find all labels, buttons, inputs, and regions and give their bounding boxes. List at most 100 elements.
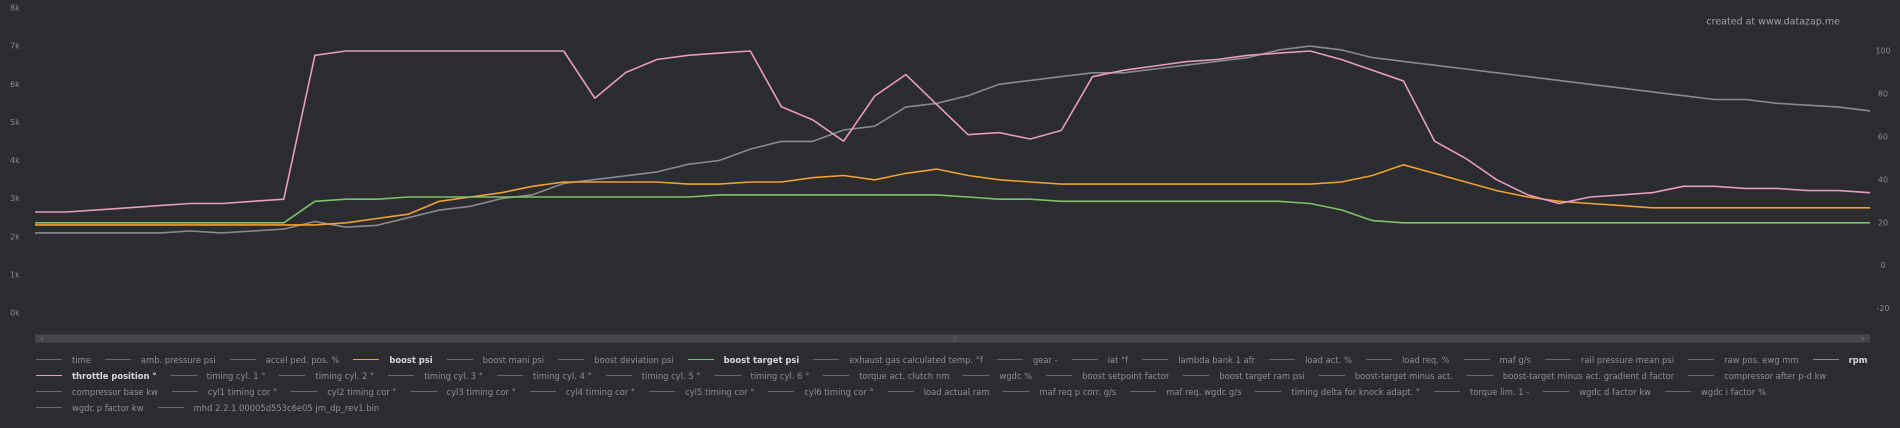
legend-swatch	[1812, 358, 1839, 361]
legend-item[interactable]: timing cyl. 6 °	[714, 370, 809, 381]
legend-swatch	[558, 358, 585, 361]
legend-label: wgdc p factor kw	[72, 402, 144, 413]
legend-label: boost-target minus act. gradient d facto…	[1502, 370, 1675, 381]
legend-item[interactable]: boost-target minus act.	[1318, 370, 1453, 381]
legend-item[interactable]: compressor after p-d kw	[1688, 370, 1826, 381]
y-tick-label: 3k	[10, 194, 20, 203]
legend-swatch	[963, 374, 990, 377]
legend-label: cyl5 timing cor °	[685, 386, 755, 397]
legend-swatch	[1544, 358, 1571, 361]
legend-swatch	[279, 374, 306, 377]
legend-item[interactable]: boost setpoint factor	[1046, 370, 1169, 381]
legend-swatch	[353, 358, 380, 361]
legend-item[interactable]: timing cyl. 4 °	[496, 370, 592, 381]
legend-item[interactable]: mhd 2.2.1 00005d553c6e05 jm_dp_rev1.bin	[157, 402, 380, 413]
legend-label: raw pos. ewg mm	[1724, 354, 1799, 365]
legend-item[interactable]: cyl4 timing cor °	[529, 386, 635, 397]
scroll-arrow-right[interactable]: ▸	[1862, 336, 1865, 343]
legend-item[interactable]: gear -	[996, 354, 1058, 365]
y-tick-label: 1k	[10, 270, 20, 279]
legend-swatch	[887, 390, 914, 393]
legend-swatch	[687, 358, 714, 361]
legend-swatch	[36, 374, 62, 377]
legend-swatch	[291, 390, 318, 393]
y2-tick-label: 80	[1878, 89, 1888, 98]
legend-label: cyl6 timing cor °	[804, 386, 874, 397]
legend-label: mhd 2.2.1 00005d553c6e05 jm_dp_rev1.bin	[193, 402, 380, 413]
legend-label: wgdc i factor %	[1700, 386, 1766, 397]
legend-item[interactable]: exhaust gas calculated temp. °f	[813, 354, 983, 365]
legend-item[interactable]: cyl1 timing cor °	[171, 386, 277, 397]
y-tick-label: 6k	[10, 80, 20, 89]
legend-item[interactable]: load req. %	[1365, 354, 1450, 365]
legend-item[interactable]: throttle position °	[36, 370, 157, 381]
legend-item[interactable]: boost psi	[353, 354, 433, 365]
legend-item[interactable]: time	[36, 354, 91, 365]
legend-item[interactable]: boost-target minus act. gradient d facto…	[1466, 370, 1675, 381]
legend-label: load act. %	[1305, 354, 1352, 365]
legend-item[interactable]: timing cyl. 1 °	[170, 370, 265, 381]
legend-swatch	[1130, 390, 1157, 393]
legend-item[interactable]: raw pos. ewg mm	[1688, 354, 1799, 365]
legend-swatch	[1071, 358, 1098, 361]
legend-item[interactable]: wgdc %	[963, 370, 1032, 381]
legend-item[interactable]: lambda bank 1 afr	[1142, 354, 1255, 365]
legend-swatch	[649, 390, 676, 393]
legend-item[interactable]: torque act. clutch nm	[823, 370, 949, 381]
legend-item[interactable]: torque lim. 1 -	[1433, 386, 1529, 397]
legend-item[interactable]: amb. pressure psi	[104, 354, 216, 365]
legend-item[interactable]: boost target ram psi	[1183, 370, 1305, 381]
legend-item[interactable]: cyl6 timing cor °	[768, 386, 874, 397]
legend-swatch	[157, 406, 184, 409]
legend-item[interactable]: wgdc d factor kw	[1543, 386, 1651, 397]
legend-swatch	[1688, 374, 1715, 377]
legend-label: boost deviation psi	[594, 354, 674, 365]
legend-swatch	[529, 390, 556, 393]
y2-tick-label: -20	[1876, 304, 1889, 313]
legend-swatch	[1688, 358, 1715, 361]
legend-label: boost mani psi	[482, 354, 545, 365]
legend-item[interactable]: load actual ram	[887, 386, 989, 397]
legend-item[interactable]: cyl3 timing cor °	[410, 386, 516, 397]
legend-label: timing cyl. 5 °	[641, 370, 701, 381]
legend-item[interactable]: boost mani psi	[446, 354, 545, 365]
legend-swatch	[605, 374, 632, 377]
legend-swatch	[410, 390, 437, 393]
legend-swatch	[1003, 390, 1030, 393]
legend-item[interactable]: timing cyl. 5 °	[605, 370, 701, 381]
scroll-grip[interactable]: ⁞⁞	[953, 336, 957, 343]
legend-item[interactable]: rpm	[1812, 354, 1867, 365]
legend-item[interactable]: rail pressure mean psi	[1544, 354, 1675, 365]
legend-item[interactable]: compressor base kw	[36, 386, 158, 397]
legend-label: rail pressure mean psi	[1580, 354, 1675, 365]
legend-item[interactable]: maf req. wgdc g/s	[1130, 386, 1241, 397]
scrollbar-handle[interactable]	[35, 335, 1870, 342]
legend-label: accel ped. pos. %	[265, 354, 340, 365]
legend-label: timing cyl. 2 °	[315, 370, 375, 381]
legend-item[interactable]: timing delta for knock adapt. °	[1255, 386, 1420, 397]
legend-label: timing cyl. 3 °	[424, 370, 483, 381]
legend-item[interactable]: boost deviation psi	[558, 354, 674, 365]
legend-item[interactable]: maf g/s	[1463, 354, 1531, 365]
legend-swatch	[1466, 374, 1493, 377]
legend-item[interactable]: maf req p corr. g/s	[1003, 386, 1116, 397]
legend-swatch	[1318, 374, 1345, 377]
legend-item[interactable]: wgdc p factor kw	[36, 402, 144, 413]
legend-item[interactable]: timing cyl. 3 °	[388, 370, 483, 381]
y-tick-label: 8k	[10, 4, 20, 13]
legend-swatch	[171, 390, 198, 393]
scroll-arrow-left[interactable]: ◂	[40, 336, 43, 343]
legend-item[interactable]: cyl2 timing cor °	[291, 386, 397, 397]
legend-item[interactable]: accel ped. pos. %	[229, 354, 340, 365]
legend-swatch	[1183, 374, 1210, 377]
legend-item[interactable]: load act. %	[1269, 354, 1352, 365]
legend-item[interactable]: boost target psi	[687, 354, 799, 365]
legend-item[interactable]: cyl5 timing cor °	[649, 386, 754, 397]
legend-label: wgdc %	[999, 370, 1033, 381]
y-tick-label: 0k	[10, 309, 20, 318]
legend-item[interactable]: timing cyl. 2 °	[279, 370, 374, 381]
legend-item[interactable]: iat °f	[1071, 354, 1128, 365]
legend-item[interactable]: wgdc i factor %	[1664, 386, 1766, 397]
legend-label: compressor base kw	[72, 386, 158, 397]
